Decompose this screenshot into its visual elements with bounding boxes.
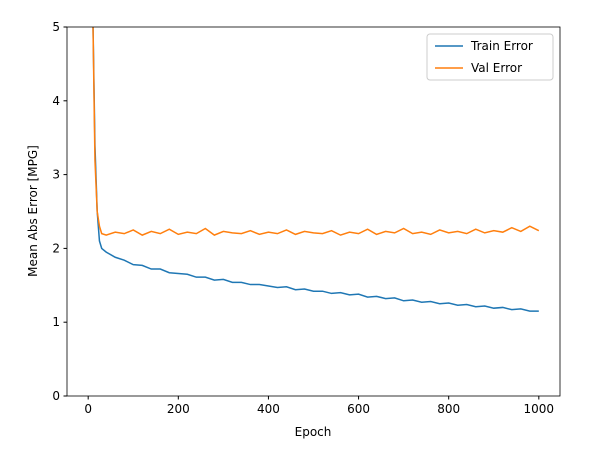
plot-frame (66, 26, 561, 397)
legend-label: Val Error (471, 61, 522, 75)
y-tick-label: 0 (52, 389, 60, 403)
x-axis-label: Epoch (295, 425, 332, 439)
series-line (92, 27, 539, 312)
y-tick-label: 5 (52, 20, 60, 34)
x-tick-label: 600 (347, 402, 370, 416)
x-tick-label: 800 (437, 402, 460, 416)
legend-label: Train Error (470, 39, 533, 53)
x-tick-label: 400 (257, 402, 280, 416)
x-tick-label: 0 (84, 402, 92, 416)
series-line (92, 27, 540, 236)
x-tick-label: 200 (167, 402, 190, 416)
x-tick-label: 1000 (524, 402, 555, 416)
y-tick-label: 1 (52, 315, 60, 329)
y-axis-label: Mean Abs Error [MPG] (26, 145, 40, 277)
plot-area (92, 27, 540, 312)
y-tick-label: 3 (52, 168, 60, 182)
y-tick-label: 2 (52, 241, 60, 255)
y-tick-label: 4 (52, 94, 60, 108)
